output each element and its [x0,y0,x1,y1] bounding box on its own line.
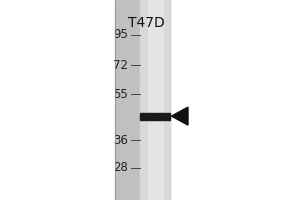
Text: 36: 36 [113,134,128,147]
Text: 95: 95 [113,28,128,41]
Polygon shape [172,107,188,125]
Bar [148,0,163,200]
Text: 55: 55 [113,88,128,101]
Text: 28: 28 [113,161,128,174]
Bar [140,113,170,120]
Text: 72: 72 [113,59,128,72]
Bar [140,0,170,200]
Bar [115,0,170,200]
Text: T47D: T47D [128,16,164,30]
